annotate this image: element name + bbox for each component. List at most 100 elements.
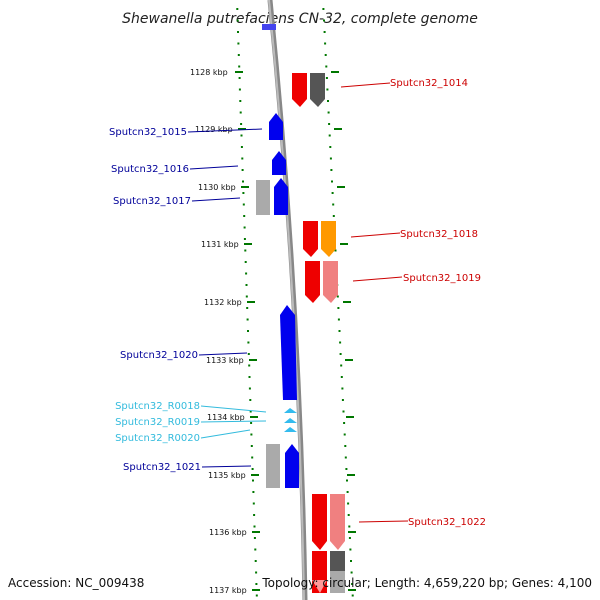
- tick-dot: [251, 468, 254, 470]
- tick-dot: [254, 560, 257, 562]
- gene-arrow-sputcn32-1015: [269, 113, 283, 140]
- kbp-tick-label: 1136 kbp: [209, 528, 247, 537]
- tick-dot: [325, 77, 328, 79]
- tick-dot: [243, 238, 246, 240]
- tick-dot: [249, 410, 252, 413]
- tick-dot: [236, 19, 239, 22]
- tick-dot: [241, 157, 244, 160]
- kbp-tick-label: 1130 kbp: [198, 183, 236, 192]
- tick-dot: [238, 77, 241, 79]
- tick-dot: [347, 502, 350, 505]
- tick-dot: [248, 376, 251, 378]
- tick-dot: [328, 123, 331, 125]
- tick-dot: [323, 31, 326, 33]
- tick-dot: [339, 353, 342, 355]
- tick-dot: [341, 399, 344, 401]
- tick-dot: [340, 376, 343, 378]
- tick-dot: [238, 65, 241, 68]
- tick-dot: [330, 169, 333, 171]
- gene-arrow-sputcn32-1014-gray: [310, 73, 325, 107]
- tick-dot: [324, 42, 327, 45]
- accession-text: Accession: NC_009438: [8, 576, 144, 590]
- kbp-tick-label: 1129 kbp: [195, 125, 233, 134]
- gene-gray-1017: [256, 180, 270, 215]
- gene-arrow-sputcn32-1021: [285, 444, 299, 488]
- tick-dot: [331, 192, 334, 194]
- tick-dot: [247, 330, 249, 332]
- tick-dot: [328, 134, 331, 137]
- tick-dot: [350, 560, 352, 562]
- tick-dot: [250, 445, 253, 447]
- tick-dot: [332, 215, 335, 217]
- gene-bottom-gray: [330, 551, 345, 571]
- gene-label: Sputcn32_1020: [120, 350, 198, 361]
- tick-dot: [344, 456, 347, 459]
- tick-dot: [250, 433, 253, 436]
- kbp-tick-label: 1133 kbp: [206, 356, 244, 365]
- tick-dot: [253, 514, 256, 516]
- left-labels: Sputcn32_1015 Sputcn32_1016 Sputcn32_101…: [109, 127, 267, 473]
- tick-dot: [347, 514, 350, 516]
- tick-dot: [348, 537, 351, 539]
- tick-dot: [240, 123, 243, 125]
- gene-arrow-sputcn32-1022-red: [312, 494, 327, 550]
- gene-arrow-sputcn32-1020: [280, 305, 297, 400]
- tick-dot: [329, 146, 332, 148]
- tick-dot: [337, 307, 340, 309]
- tick-dot: [241, 169, 244, 171]
- tick-dot: [351, 583, 354, 585]
- gene-arrow-sputcn32-1018-red: [303, 221, 318, 257]
- tick-dot: [325, 65, 328, 68]
- right-labels: Sputcn32_1014 Sputcn32_1018 Sputcn32_101…: [340, 78, 486, 528]
- tick-dot: [245, 284, 248, 286]
- gene-gray-1021: [266, 444, 280, 488]
- gene-label: Sputcn32_1018: [400, 229, 478, 240]
- tick-dot: [242, 192, 245, 194]
- tick-dot: [251, 456, 254, 459]
- tick-dot: [341, 387, 344, 390]
- map-title: Shewanella putrefaciens CN-32, complete …: [122, 11, 478, 27]
- rna-arrow-r0020: [284, 427, 297, 432]
- gene-label: Sputcn32_1019: [403, 273, 481, 284]
- tick-dot: [250, 422, 253, 424]
- tick-dot: [332, 203, 335, 206]
- tick-dot: [236, 8, 239, 10]
- tick-dot: [338, 330, 341, 332]
- kbp-tick-label: 1128 kbp: [190, 68, 228, 77]
- reverse-features: [292, 73, 345, 593]
- tick-dot: [239, 100, 242, 102]
- tick-dot: [242, 203, 245, 206]
- tick-dot: [343, 422, 346, 424]
- tick-dot: [327, 111, 330, 114]
- tick-dot: [243, 215, 246, 217]
- tick-dot: [331, 180, 333, 183]
- gene-label: Sputcn32_R0020: [115, 433, 200, 444]
- gene-arrow-sputcn32-1018-orange: [321, 221, 336, 257]
- right-tick-marks: [331, 71, 356, 591]
- tick-dot: [244, 249, 247, 252]
- topology-text: Topology: circular; Length: 4,659,220 bp…: [261, 576, 592, 590]
- tick-dot: [247, 353, 250, 355]
- gene-arrow-sputcn32-1019-red: [305, 261, 320, 303]
- gene-label: Sputcn32_1017: [113, 196, 191, 207]
- kbp-tick-label: 1131 kbp: [201, 240, 239, 249]
- tick-dot: [346, 479, 348, 482]
- rna-arrow-r0018: [284, 408, 297, 413]
- tick-dot: [326, 88, 329, 91]
- tick-dot: [245, 295, 248, 298]
- tick-dot: [346, 491, 349, 493]
- tick-dot: [337, 318, 340, 321]
- kbp-tick-label: 1137 kbp: [209, 586, 247, 595]
- tick-dot: [255, 571, 258, 574]
- forward-features: [256, 113, 299, 488]
- tick-dot: [240, 134, 243, 137]
- tick-dot: [348, 525, 351, 528]
- tick-dot: [336, 295, 339, 298]
- gene-label: Sputcn32_1021: [123, 462, 201, 473]
- tick-dot: [243, 226, 246, 229]
- tick-dot: [238, 88, 241, 91]
- tick-dot: [344, 445, 347, 447]
- tick-dot: [340, 364, 343, 367]
- tick-dot: [322, 8, 325, 10]
